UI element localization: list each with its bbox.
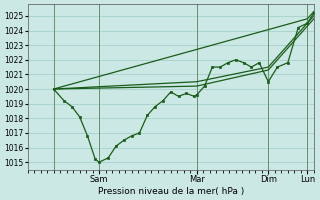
X-axis label: Pression niveau de la mer( hPa ): Pression niveau de la mer( hPa ) <box>98 187 244 196</box>
